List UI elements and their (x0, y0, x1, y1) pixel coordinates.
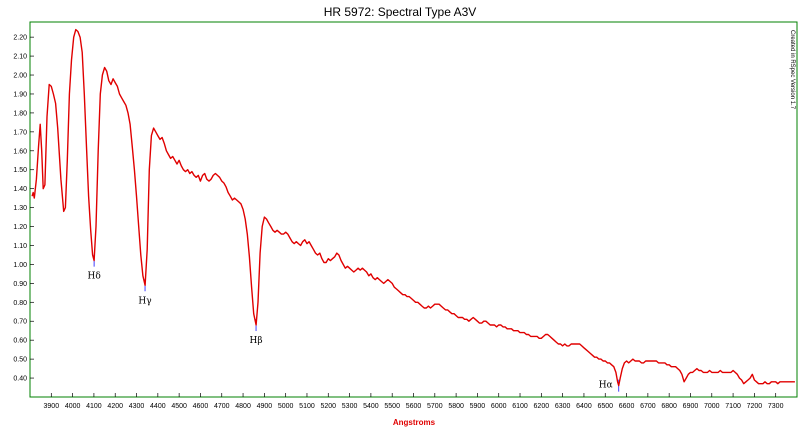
x-tick-label: 4000 (65, 403, 81, 410)
y-tick-label: 0.40 (13, 376, 27, 383)
x-tick-label: 4100 (86, 403, 102, 410)
x-tick-label: 4700 (214, 403, 230, 410)
y-tick-label: 1.80 (13, 110, 27, 117)
x-tick-label: 3900 (44, 403, 60, 410)
x-tick-label: 6900 (683, 403, 699, 410)
x-tick-label: 4500 (171, 403, 187, 410)
y-tick-label: 0.60 (13, 338, 27, 345)
annotation-label: Hδ (87, 272, 100, 282)
y-tick-label: 0.80 (13, 300, 27, 307)
x-tick-label: 7300 (768, 403, 784, 410)
y-tick-label: 2.00 (13, 73, 27, 80)
x-tick-label: 7000 (704, 403, 720, 410)
y-tick-label: 1.50 (13, 167, 27, 174)
x-tick-label: 6600 (619, 403, 635, 410)
x-tick-label: 5200 (320, 403, 336, 410)
x-tick-label: 6500 (597, 403, 613, 410)
x-tick-label: 6100 (512, 403, 528, 410)
annotation-label: Hα (599, 381, 613, 391)
x-tick-label: 6000 (491, 403, 507, 410)
x-tick-label: 4300 (129, 403, 145, 410)
annotation-label: Hγ (138, 296, 151, 306)
annotations: Hδ Hγ Hβ Hα (87, 272, 612, 391)
x-tick-label: 5600 (406, 403, 422, 410)
y-tick-label: 2.10 (13, 54, 27, 61)
y-tick-label: 0.70 (13, 319, 27, 326)
x-tick-label: 5500 (384, 403, 400, 410)
y-tick-label: 0.50 (13, 357, 27, 364)
annotation-label: Hβ (250, 336, 263, 346)
x-tick-label: 4400 (150, 403, 166, 410)
x-axis-label: Angstroms (393, 418, 436, 427)
y-tick-label: 1.70 (13, 129, 27, 136)
x-tick-label: 4200 (107, 403, 123, 410)
x-axis: 3900 4000 4100 4200 4300 4400 4500 4600 4700 4800… (44, 393, 784, 410)
y-tick-label: 1.30 (13, 205, 27, 212)
x-tick-label: 5100 (299, 403, 315, 410)
y-tick-label: 1.60 (13, 148, 27, 155)
chart-title: HR 5972: Spectral Type A3V (324, 5, 477, 19)
y-tick-label: 1.20 (13, 224, 27, 231)
y-tick-label: 1.40 (13, 186, 27, 193)
spectrum-line (31, 28, 795, 387)
x-tick-label: 6700 (640, 403, 656, 410)
x-tick-label: 6800 (661, 403, 677, 410)
x-tick-label: 4600 (193, 403, 209, 410)
x-tick-label: 5300 (342, 403, 358, 410)
x-tick-label: 4900 (257, 403, 273, 410)
y-axis: 0.40 0.50 0.60 0.70 0.80 0.90 1.00 1.10 1.20 1.30… (13, 35, 34, 383)
x-tick-label: 5900 (470, 403, 486, 410)
x-tick-label: 5400 (363, 403, 379, 410)
y-tick-label: 2.20 (13, 35, 27, 42)
x-tick-label: 4800 (235, 403, 251, 410)
x-tick-label: 5000 (278, 403, 294, 410)
x-tick-label: 6400 (576, 403, 592, 410)
x-tick-label: 5800 (448, 403, 464, 410)
y-tick-label: 1.90 (13, 91, 27, 98)
x-tick-label: 6200 (534, 403, 550, 410)
x-tick-label: 6300 (555, 403, 571, 410)
x-tick-label: 7100 (725, 403, 741, 410)
y-tick-label: 1.00 (13, 262, 27, 269)
side-note: Created in RSpec Version 1.7 (789, 30, 795, 110)
y-tick-label: 0.90 (13, 281, 27, 288)
y-tick-label: 1.10 (13, 243, 27, 250)
plot-frame (29, 21, 798, 398)
x-tick-label: 7200 (747, 403, 763, 410)
line-markers (93, 254, 620, 392)
x-tick-label: 5700 (427, 403, 443, 410)
